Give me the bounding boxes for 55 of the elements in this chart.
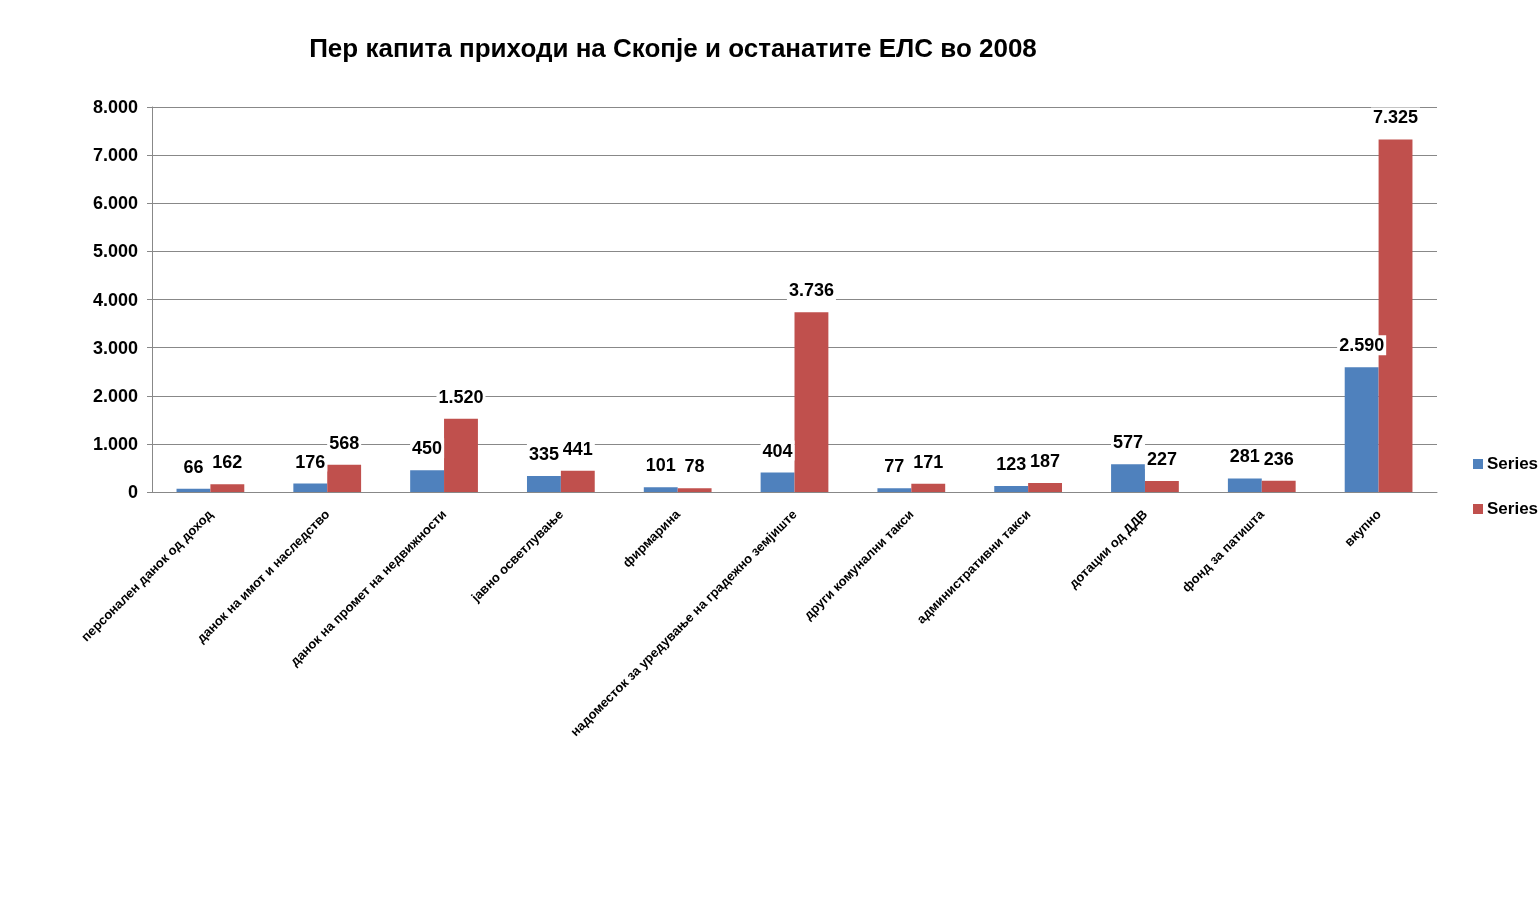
bar [760,472,795,492]
bar [794,312,829,492]
bar [1111,464,1145,492]
data-label: 3.736 [788,280,834,301]
data-label: 101 [645,455,676,476]
bar [911,483,946,492]
data-label: 2.590 [1339,335,1385,356]
bar [677,488,712,492]
bar [210,484,245,492]
bar [293,483,328,492]
bar [1344,367,1379,492]
bar [1261,480,1296,492]
data-label: 123 [996,454,1027,475]
y-tick-label: 8.000 [92,97,138,117]
data-label: 77 [884,456,905,477]
bar [994,486,1029,492]
data-label: 281 [1229,446,1260,467]
data-label: 162 [212,452,243,473]
bar [560,470,595,492]
data-label: 171 [913,451,944,472]
data-label: 176 [295,451,326,472]
data-label: 236 [1263,448,1294,469]
y-tick-label: 2.000 [92,385,138,406]
y-tick-label: 0 [127,482,138,502]
bar [526,475,561,492]
y-tick-label: 6.000 [92,193,138,214]
chart-title: Пер капита приходи на Скопје и останатите ЕЛС во 2008 [309,33,1037,63]
data-label: 187 [1030,451,1061,471]
bar [877,488,912,492]
bar [1028,483,1063,492]
data-label: 7.325 [1373,107,1419,128]
data-label: 335 [528,443,559,464]
data-label: 450 [412,438,443,459]
data-label: 441 [562,438,593,459]
y-tick-label: 3.000 [92,337,138,358]
data-label: 568 [329,432,360,453]
legend-label: Series [1487,499,1539,518]
y-tick-label: 4.000 [92,289,138,310]
data-label: 66 [183,456,204,477]
data-label: 577 [1112,432,1144,453]
bar [643,487,678,492]
bar [410,470,445,492]
bar [176,488,211,492]
bar [1144,481,1179,492]
data-label: 78 [684,456,705,477]
bar [444,418,478,492]
bar [1227,478,1262,492]
data-label: 1.520 [438,386,484,407]
bar [327,464,362,492]
y-tick-label: 5.000 [92,241,138,262]
y-tick-label: 1.000 [92,433,138,454]
data-label: 404 [762,440,793,461]
y-tick-label: 7.000 [92,145,138,166]
legend-label: Series [1487,454,1539,473]
data-label: 227 [1146,449,1177,470]
